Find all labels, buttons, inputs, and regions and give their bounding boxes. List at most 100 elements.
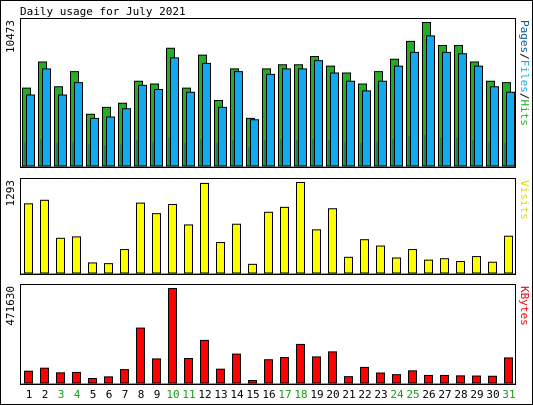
kbytes-bar-day-12 [200,339,209,384]
day-label-21: 21 [342,388,355,401]
pages-bar-day-29 [472,140,474,166]
visits-bar-day-26 [424,259,433,274]
visits-bar-day-28 [456,261,465,274]
day-label-6: 6 [106,388,113,401]
files-bar-day-16 [266,73,275,167]
kbytes-bar-day-9 [152,358,161,384]
kbytes-bar-day-24 [392,374,401,384]
visits-max-label: 1293 [4,180,17,207]
files-bar-day-17 [282,68,291,167]
files-bar-day-4 [74,82,83,167]
day-label-16: 16 [262,388,275,401]
hits-series-label-part: / [518,93,531,100]
visits-bar-day-27 [440,258,449,274]
visits-bar-day-11 [184,224,193,274]
files-bar-day-8 [138,84,147,167]
pages-bar-day-23 [376,141,378,166]
files-bar-day-20 [330,72,339,167]
pages-bar-day-27 [440,137,442,166]
pages-bar-day-22 [360,143,362,166]
day-label-12: 12 [198,388,211,401]
pages-bar-day-7 [120,144,122,166]
kbytes-bar-day-26 [424,374,433,384]
visits-panel: 1293 Visits [4,178,531,275]
files-bar-day-22 [362,90,371,167]
pages-bar-day-25 [408,136,410,166]
pages-bar-day-6 [104,145,106,166]
pages-bar-day-13 [216,143,218,166]
kbytes-bar-day-29 [472,375,481,384]
kbytes-bar-day-25 [408,370,417,384]
files-bar-day-12 [202,62,211,167]
visits-bar-day-5 [88,262,97,274]
kbytes-bar-day-4 [72,371,81,384]
kbytes-bar-day-6 [104,376,113,384]
files-bar-day-24 [394,65,403,167]
hits-series-label-part: / [518,53,531,60]
kbytes-bar-day-30 [488,375,497,384]
pages-bar-day-31 [504,143,506,166]
files-bar-day-11 [186,91,195,167]
visits-bar-day-24 [392,257,401,274]
x-axis-day-labels: 1 2 3 4 5 6 7 8 9 10 11 12 13 14 15 16 17 18 19 20 21 22 23 24 2… [26,388,516,401]
files-bar-day-28 [458,53,467,167]
visits-bar-day-30 [488,261,497,274]
files-bar-day-23 [378,80,387,167]
files-bar-day-1 [26,94,35,167]
files-bar-day-14 [234,71,243,167]
pages-bar-day-18 [296,140,298,166]
visits-bar-day-29 [472,256,481,274]
pages-bar-day-3 [56,143,58,166]
day-label-30: 30 [486,388,499,401]
visits-bar-day-25 [408,249,417,274]
hits-panel: 10473 Pages/Files/Hits [4,18,531,168]
visits-bar-day-7 [120,249,129,274]
day-label-23: 23 [374,388,387,401]
day-label-11: 11 [182,388,195,401]
kbytes-bar-day-17 [280,357,289,384]
day-label-22: 22 [358,388,371,401]
hits-max-label: 10473 [4,20,17,53]
day-label-2: 2 [42,388,49,401]
kbytes-bar-day-21 [344,376,353,384]
kbytes-bar-day-28 [456,375,465,384]
visits-bar-day-18 [296,182,305,274]
kbytes-bar-day-13 [216,368,225,384]
files-bar-day-13 [218,106,227,167]
files-bar-day-26 [426,35,435,167]
day-label-29: 29 [470,388,483,401]
kbytes-bar-day-31 [504,357,513,384]
chart-title: Daily usage for July 2021 [20,5,186,18]
day-label-7: 7 [122,388,129,401]
pages-bar-day-19 [312,139,314,166]
kbytes-bar-day-2 [40,367,49,384]
files-bar-day-3 [58,94,67,167]
visits-bar-day-21 [344,256,353,274]
files-bar-day-19 [314,60,323,167]
kbytes-bar-day-7 [120,369,129,384]
day-label-18: 18 [294,388,307,401]
day-label-4: 4 [74,388,81,401]
visits-bar-day-20 [328,208,337,274]
pages-bar-day-21 [344,141,346,166]
files-bar-day-10 [170,57,179,167]
visits-bar-day-17 [280,206,289,274]
files-bar-day-7 [122,108,131,167]
visits-bar-day-8 [136,202,145,274]
files-bar-day-9 [154,89,163,167]
pages-bar-day-26 [424,134,426,166]
pages-bar-day-10 [168,137,170,166]
visits-bar-day-23 [376,245,385,274]
visits-bar-day-14 [232,223,241,274]
day-label-19: 19 [310,388,323,401]
visits-bar-day-12 [200,182,209,274]
pages-bar-day-1 [24,141,26,166]
day-label-17: 17 [278,388,291,401]
kbytes-bar-day-19 [312,356,321,384]
visits-bar-day-13 [216,242,225,274]
files-bar-day-15 [250,119,259,167]
files-bar-day-31 [506,91,515,167]
visits-bar-day-1 [24,203,33,274]
pages-bar-day-11 [184,143,186,166]
